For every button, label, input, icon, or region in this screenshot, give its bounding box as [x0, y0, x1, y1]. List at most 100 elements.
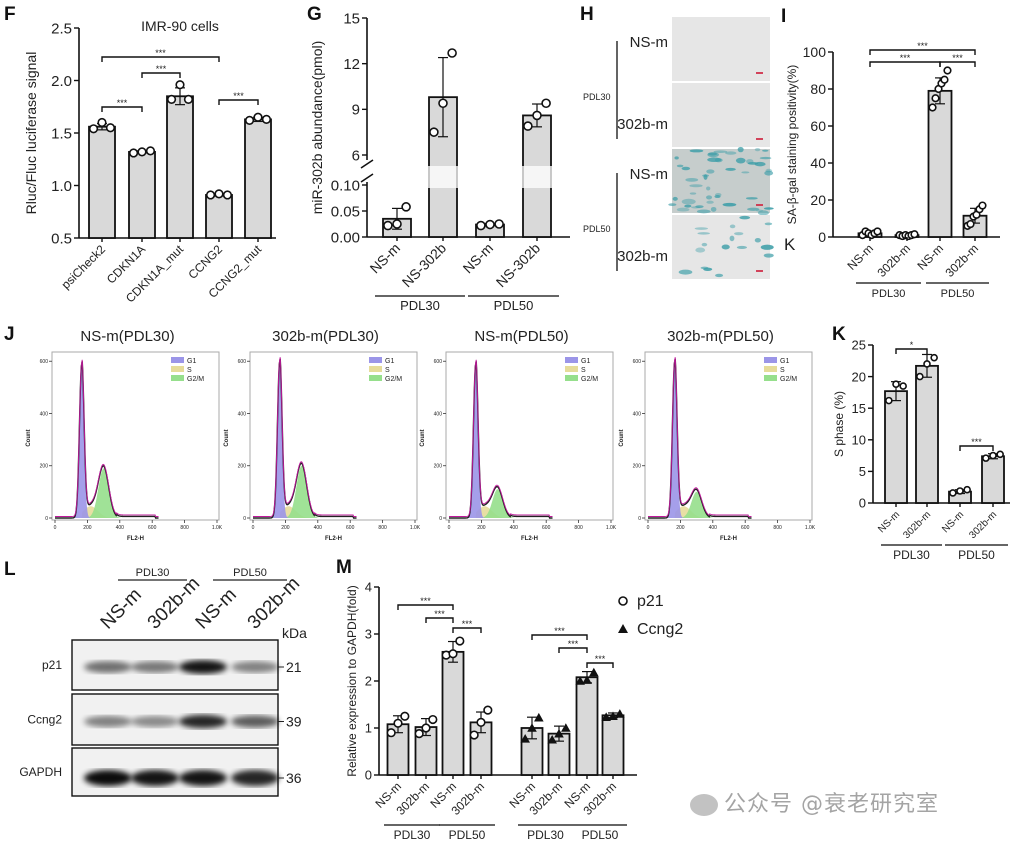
- stained-cell: [736, 245, 748, 249]
- stained-cell: [713, 150, 728, 154]
- x-tick-label: 800: [378, 525, 387, 531]
- stained-cell: [714, 195, 721, 199]
- data-point-circle: [175, 80, 185, 90]
- x-tick-label: 400: [709, 525, 718, 531]
- legend-label: S: [385, 367, 390, 374]
- axis-break-band: [522, 166, 552, 188]
- group-label: PDL30: [527, 828, 564, 842]
- model-fit-line: [55, 359, 159, 517]
- y-axis-label: miR-302b abundance(pmol): [309, 41, 325, 215]
- stained-cell: [739, 215, 751, 220]
- y-tick-label: 0.5: [51, 230, 72, 247]
- stained-cell: [715, 273, 724, 278]
- protein-band: [231, 770, 279, 786]
- histogram-panel: NS-m(PDL50) 0 200 400 600 0 200 400 600 800 1.0K Co…: [420, 328, 617, 542]
- significance-label: ***: [420, 596, 431, 606]
- y-tick-label: 400: [40, 411, 49, 417]
- kda-label: 36: [286, 770, 302, 786]
- protein-band: [131, 715, 179, 728]
- data-point-triangle: [534, 712, 544, 722]
- x-tick-label: 600: [346, 525, 355, 531]
- y-tick-label: 600: [238, 359, 247, 365]
- significance-bracket: [452, 627, 482, 633]
- y-tick-label: 0.05: [331, 203, 360, 220]
- stained-cell: [703, 267, 713, 272]
- data-point-circle: [930, 353, 938, 362]
- y-tick-label: 5: [859, 464, 866, 479]
- panel-letter-l: L: [4, 559, 16, 580]
- histogram-title: NS-m(PDL30): [80, 328, 174, 345]
- data-point-circle: [523, 121, 533, 131]
- data-point-circle: [966, 219, 975, 229]
- protein-band: [84, 770, 132, 786]
- legend-swatch: [171, 366, 184, 372]
- y-tick-label: 12: [343, 56, 360, 73]
- significance-label: ***: [233, 91, 244, 101]
- x-tick-label: 200: [477, 525, 486, 531]
- panel-letter-g: G: [307, 4, 322, 25]
- bar: [166, 95, 194, 239]
- stained-cell: [706, 186, 711, 191]
- bar: [915, 364, 939, 504]
- protein-band: [84, 715, 132, 728]
- stained-cell: [754, 147, 761, 152]
- protein-band: [179, 770, 227, 786]
- data-point-circle: [105, 123, 116, 133]
- protein-band: [179, 714, 227, 729]
- stained-cell: [695, 247, 706, 253]
- legend-label: p21: [637, 593, 664, 610]
- bar: [884, 390, 908, 504]
- row-label: 302b-m: [617, 248, 668, 265]
- y-tick-label: 0: [243, 516, 246, 522]
- legend-label: G2/M: [581, 376, 598, 383]
- data-point-circle: [873, 227, 882, 236]
- legend-swatch: [171, 357, 184, 363]
- data-point-circle: [88, 124, 99, 134]
- x-tick-label: 0: [54, 525, 57, 531]
- bar: [244, 118, 272, 239]
- data-point-triangle: [561, 723, 571, 732]
- x-tick-label: NS-302b: [399, 240, 450, 291]
- stained-cell: [668, 203, 677, 206]
- legend-label: G2/M: [187, 376, 204, 383]
- x-tick-label: 600: [542, 525, 551, 531]
- y-tick-label: 600: [40, 359, 49, 365]
- y-tick-label: 0: [859, 496, 866, 511]
- y-tick-label: 25: [852, 338, 866, 353]
- x-axis-label: FL2-H: [720, 536, 737, 542]
- x-tick-label: 800: [180, 525, 189, 531]
- y-tick-label: 2: [365, 674, 372, 689]
- stained-cell: [710, 206, 717, 212]
- x-tick-label: 0: [252, 525, 255, 531]
- stained-cell: [703, 174, 708, 180]
- x-tick-label: NS-m: [940, 509, 966, 535]
- y-axis-label: Count: [224, 429, 230, 446]
- legend-label: G2/M: [385, 376, 402, 383]
- y-tick-label: 0: [818, 229, 826, 245]
- y-tick-label: 200: [633, 464, 642, 470]
- stained-cell: [674, 156, 679, 160]
- stained-cell: [760, 244, 774, 250]
- staining-image: [672, 17, 770, 81]
- data-point-circle: [222, 190, 233, 200]
- y-tick-label: 600: [633, 359, 642, 365]
- significance-label: *: [910, 340, 914, 350]
- panel-letter-m: M: [336, 557, 352, 578]
- plot-frame: [644, 351, 813, 521]
- data-point-circle: [928, 103, 937, 112]
- chart-i: 0 20 40 60 80 100 SA-β-gal staining positivity…: [785, 41, 1000, 300]
- row-label: NS-m: [630, 34, 668, 51]
- histogram-title: 302b-m(PDL30): [272, 328, 379, 345]
- data-point-triangle: [618, 624, 628, 633]
- data-point-circle: [447, 48, 457, 58]
- data-point-circle: [448, 649, 458, 659]
- y-axis-label: S phase (%): [832, 391, 846, 457]
- wechat-icon: [690, 794, 718, 816]
- staining-image: [672, 83, 770, 147]
- histogram-panel: 302b-m(PDL30) 0 200 400 600 0 200 400 600 800 1.0K…: [224, 328, 421, 542]
- data-point-circle: [438, 98, 448, 109]
- data-point-triangle: [520, 734, 530, 743]
- data-point-circle: [485, 219, 495, 230]
- x-tick-label: 400: [510, 525, 519, 531]
- stained-cell: [764, 170, 774, 176]
